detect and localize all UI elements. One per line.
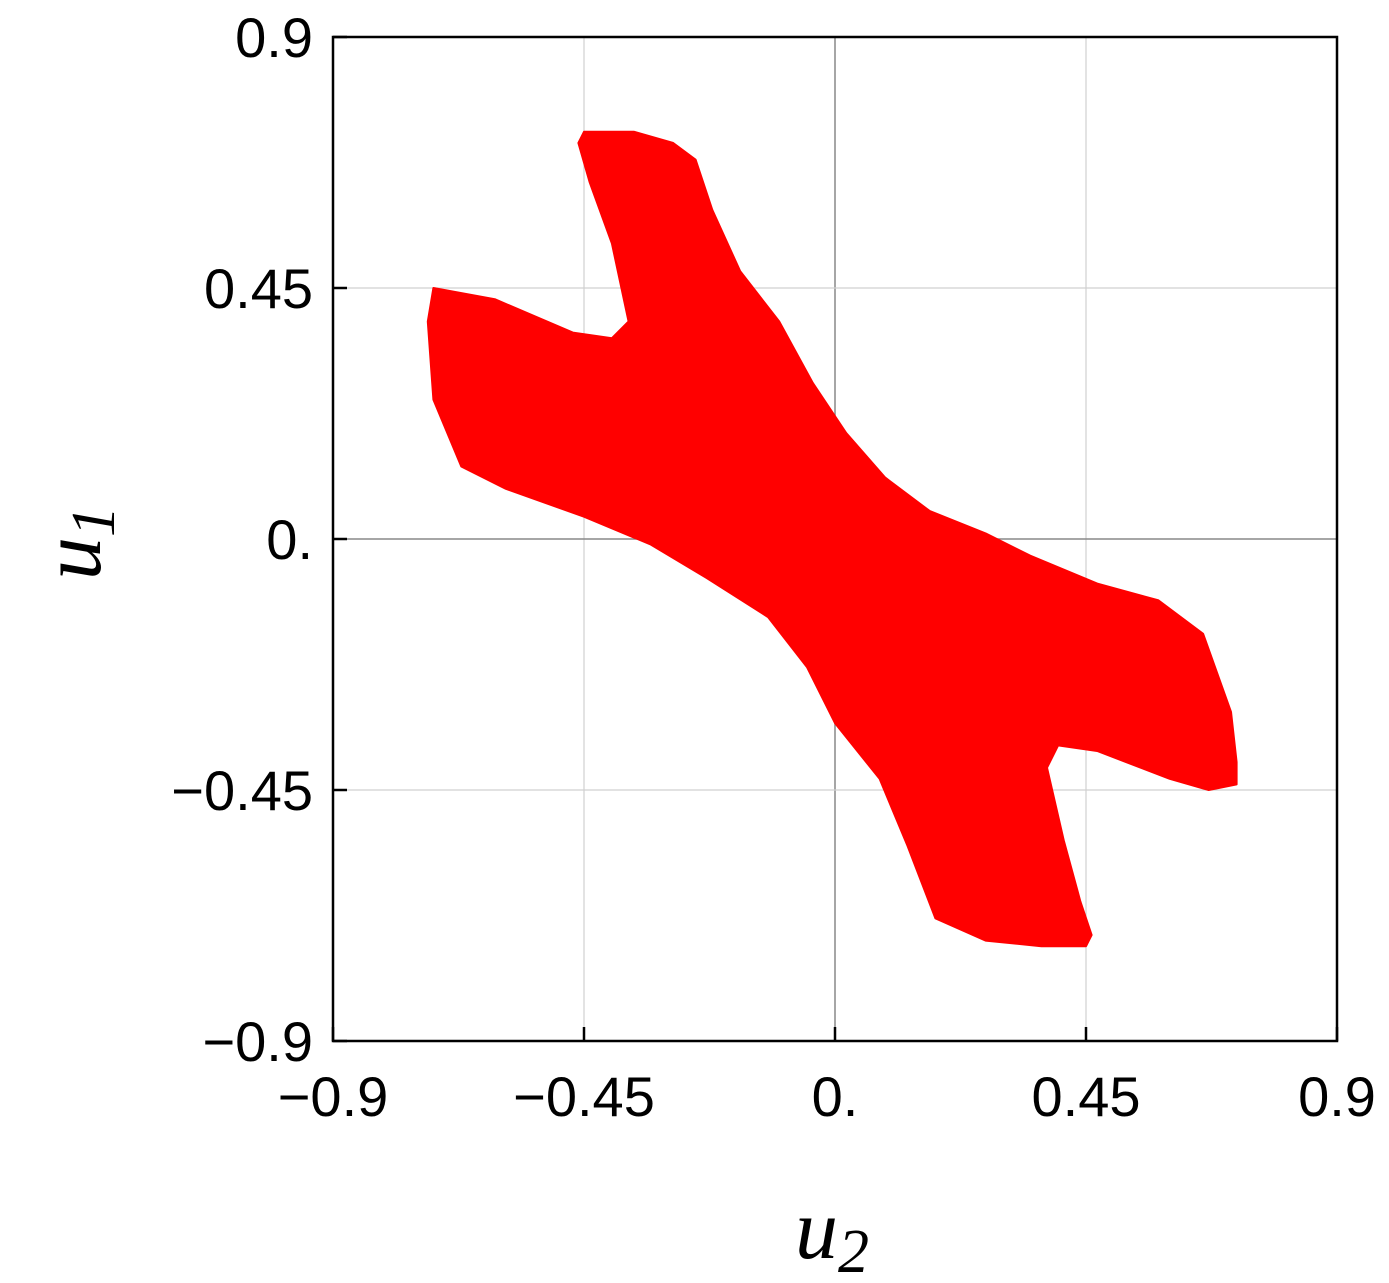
feasible-region: [426, 130, 1238, 948]
y-axis-title-main: u: [23, 537, 119, 580]
y-tick-label: −0.45: [171, 759, 313, 822]
x-tick-label: 0.9: [1298, 1065, 1376, 1128]
y-tick-label: 0.9: [235, 6, 313, 69]
y-axis-title-subscript: 1: [60, 506, 128, 537]
x-axis-title-main: u: [795, 1181, 838, 1277]
y-tick-label: 0.: [266, 508, 313, 571]
y-tick-label: 0.45: [204, 257, 313, 320]
axis-ticks: [331, 35, 1339, 1043]
x-tick-label: −0.9: [278, 1065, 389, 1128]
x-tick-label: −0.45: [513, 1065, 655, 1128]
tick-labels: −0.9 −0.45 0. 0.45 0.9 −0.9 −0.45 0. 0.45 0.9: [171, 6, 1376, 1128]
x-axis-title: u2: [795, 1181, 869, 1283]
plot-area: [426, 130, 1238, 948]
x-axis-title-subscript: 2: [838, 1218, 869, 1283]
x-tick-label: 0.: [812, 1065, 859, 1128]
y-axis-title: u1: [23, 506, 128, 580]
x-tick-label: 0.45: [1032, 1065, 1141, 1128]
y-tick-label: −0.9: [202, 1010, 313, 1073]
